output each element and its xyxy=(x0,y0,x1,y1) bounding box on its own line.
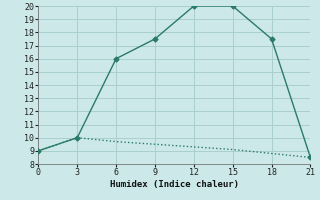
X-axis label: Humidex (Indice chaleur): Humidex (Indice chaleur) xyxy=(110,180,239,189)
